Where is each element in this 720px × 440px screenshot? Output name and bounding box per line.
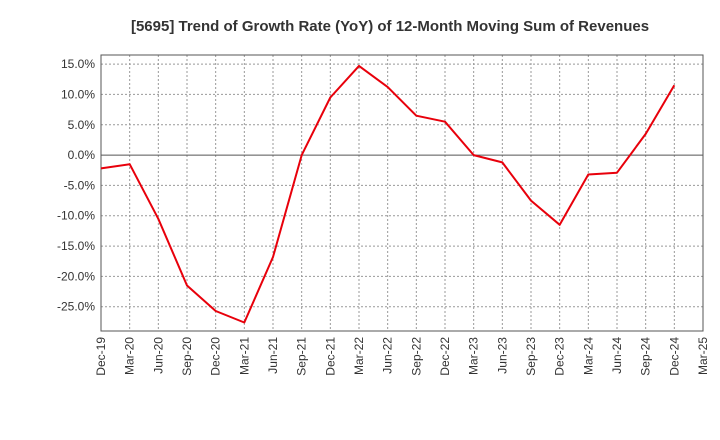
y-tick-label: -10.0% xyxy=(57,209,95,223)
x-tick-label: Dec-19 xyxy=(94,337,108,376)
x-tick-label: Jun-24 xyxy=(610,337,624,374)
x-tick-label: Jun-23 xyxy=(495,337,509,374)
x-tick-label: Mar-21 xyxy=(237,337,251,375)
x-tick-label: Sep-21 xyxy=(295,337,309,376)
y-tick-label: -5.0% xyxy=(64,178,96,192)
y-tick-label: -15.0% xyxy=(57,239,95,253)
x-tick-label: Mar-20 xyxy=(123,337,137,375)
chart-title: [5695] Trend of Growth Rate (YoY) of 12-… xyxy=(131,18,649,35)
x-tick-label: Mar-22 xyxy=(352,337,366,375)
x-tick-label: Sep-23 xyxy=(524,337,538,376)
x-tick-label: Dec-21 xyxy=(323,337,337,376)
x-axis: Dec-19 Mar-20 Jun-20 Sep-20 Dec-20 Mar-21 Jun-… xyxy=(94,337,710,376)
x-tick-label: Sep-24 xyxy=(639,337,653,376)
x-tick-label: Dec-20 xyxy=(209,337,223,376)
x-tick-label: Jun-22 xyxy=(381,337,395,374)
x-tick-label: Mar-23 xyxy=(467,337,481,375)
y-tick-label: 10.0% xyxy=(61,87,95,101)
y-tick-label: 15.0% xyxy=(61,57,95,71)
series-line xyxy=(100,64,676,324)
x-tick-label: Mar-25 xyxy=(696,337,710,375)
x-tick-label: Jun-21 xyxy=(266,337,280,374)
x-tick-label: Sep-22 xyxy=(409,337,423,376)
x-tick-label: Dec-23 xyxy=(553,337,567,376)
x-tick-label: Mar-24 xyxy=(581,337,595,375)
series-layer xyxy=(100,64,676,324)
x-tick-label: Jun-20 xyxy=(151,337,165,374)
grid xyxy=(101,55,703,331)
y-axis: 15.0% 10.0% 5.0% 0.0% -5.0% -10.0% -15.0% -20.0… xyxy=(57,57,95,314)
plot-frame xyxy=(100,54,704,332)
y-tick-label: -25.0% xyxy=(57,300,95,314)
x-tick-label: Sep-20 xyxy=(180,337,194,376)
y-tick-label: -20.0% xyxy=(57,269,95,283)
y-tick-label: 0.0% xyxy=(68,148,96,162)
y-tick-label: 5.0% xyxy=(68,118,96,132)
x-tick-label: Dec-22 xyxy=(438,337,452,376)
x-tick-label: Dec-24 xyxy=(667,337,681,376)
